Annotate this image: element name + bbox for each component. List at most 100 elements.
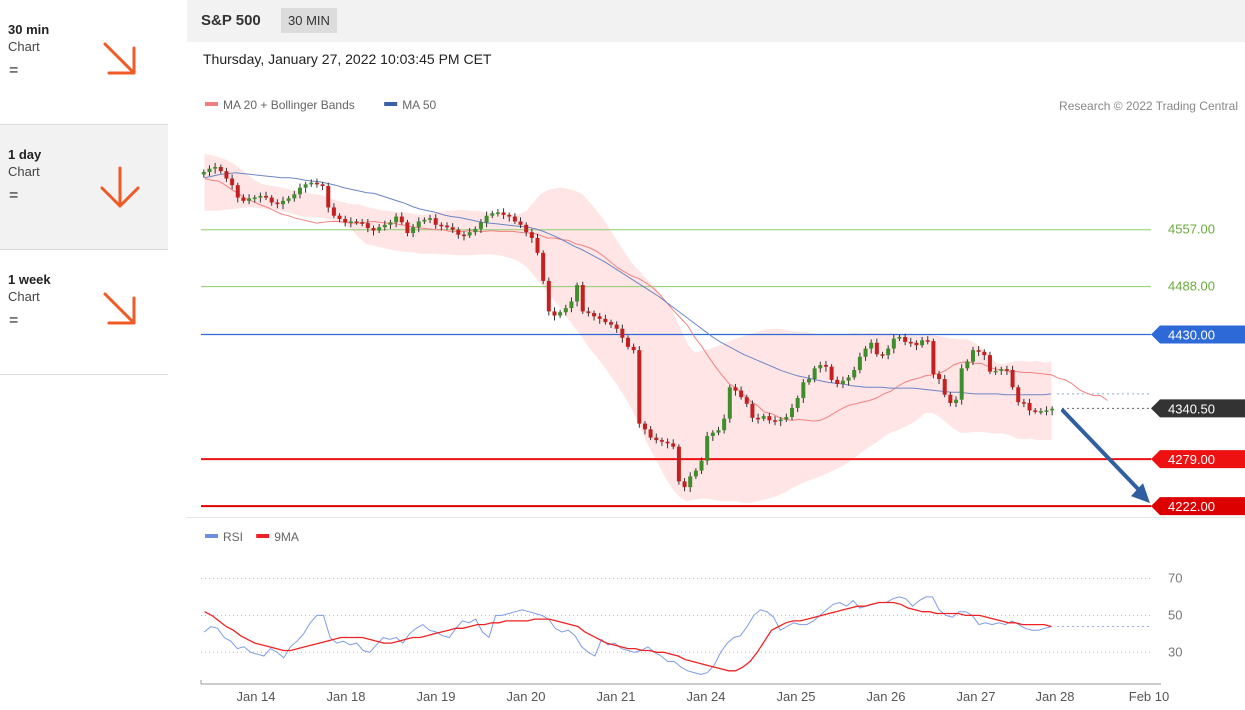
level-tag: 4222.00: [1151, 497, 1245, 516]
level-tag: 4430.00: [1151, 325, 1245, 344]
candle-body: [422, 219, 427, 222]
candle-body: [563, 308, 568, 313]
candle-body: [484, 215, 489, 223]
candle-body: [937, 374, 942, 380]
candle-body: [722, 418, 727, 431]
timeframe-equal-sign: =: [9, 312, 19, 329]
candle-body: [382, 224, 387, 228]
x-tick-label: Jan 20: [506, 689, 545, 704]
x-tick-label: Jan 21: [596, 689, 635, 704]
level-label: 4557.00: [1168, 222, 1215, 237]
chart-datetime: Thursday, January 27, 2022 10:03:45 PM C…: [203, 51, 492, 67]
candle-body: [331, 207, 336, 216]
candle-body: [790, 407, 795, 417]
candle-body: [931, 341, 936, 375]
candle-body: [1004, 369, 1009, 371]
candle-body: [433, 218, 438, 225]
arrow-down-icon: [100, 166, 140, 208]
ma50-line: [204, 172, 1052, 396]
timeframe-equal-sign: =: [9, 62, 19, 79]
rsi-tick-label: 70: [1168, 570, 1182, 585]
candle-body: [693, 470, 698, 477]
candle-body: [812, 368, 817, 380]
rsi-ma9-line: [204, 601, 1052, 672]
candle-body: [518, 221, 523, 225]
candle-body: [688, 476, 693, 488]
timeframe-sidebar: 30 min Chart = 1 day Chart = 1 week Char…: [0, 0, 168, 376]
x-tick-label: Jan 27: [956, 689, 995, 704]
candle-body: [665, 441, 670, 444]
candle-body: [495, 212, 500, 214]
candle-body: [207, 168, 212, 172]
candle-body: [959, 368, 964, 400]
symbol-title: S&P 500: [201, 12, 261, 29]
candle-body: [920, 340, 925, 346]
candle-body: [914, 342, 919, 346]
candle-body: [337, 215, 342, 219]
candle-body: [377, 227, 382, 231]
timeframe-chart-link[interactable]: Chart: [8, 289, 40, 304]
level-tag-bg: [1151, 497, 1245, 516]
candle-body: [365, 223, 370, 229]
candle-body: [247, 198, 252, 201]
timeframe-label: 30 min: [8, 22, 50, 37]
candle-body: [756, 417, 761, 420]
candle-body: [405, 222, 410, 234]
candle-body: [773, 420, 778, 422]
rsi-tick-label: 50: [1168, 607, 1182, 622]
candle-body: [1027, 402, 1032, 411]
candle-body: [297, 187, 302, 195]
candle-body: [394, 216, 399, 223]
candle-body: [869, 342, 874, 349]
candle-body: [727, 387, 732, 419]
timeframe-equal-sign: =: [9, 187, 19, 204]
legend-swatch: [384, 102, 398, 106]
level-label: 4340.50: [1168, 401, 1215, 416]
candle-body: [416, 221, 421, 228]
level-tag-bg: [1151, 399, 1245, 418]
legend-label: MA 50: [402, 98, 436, 112]
candle-body: [863, 348, 868, 357]
candle-body: [597, 316, 602, 319]
candle-body: [767, 416, 772, 421]
candle-body: [970, 350, 975, 362]
candle-body: [461, 234, 466, 237]
candle-body: [818, 365, 823, 369]
candle-body: [699, 460, 704, 471]
timeframe-chart-link[interactable]: Chart: [8, 164, 40, 179]
candle-body: [201, 171, 206, 175]
panel-separator: [187, 517, 1245, 518]
interval-button[interactable]: 30 MIN: [281, 8, 337, 33]
timeframe-label: 1 week: [8, 272, 51, 287]
bollinger-band: [204, 153, 1052, 503]
timeframe-chart-link[interactable]: Chart: [8, 39, 40, 54]
candle-body: [682, 481, 687, 488]
level-tag-bg: [1151, 325, 1245, 344]
candle-body: [648, 429, 653, 438]
candle-body: [897, 336, 902, 339]
candle-body: [626, 337, 630, 347]
timeframe-1day[interactable]: 1 day Chart =: [0, 125, 168, 250]
candle-body: [218, 167, 223, 172]
candle-body: [829, 366, 834, 380]
candle-body: [846, 377, 851, 381]
candle-body: [761, 416, 766, 419]
candle-body: [286, 198, 291, 201]
candle-body: [1010, 369, 1015, 388]
candle-body: [456, 229, 461, 235]
candle-body: [1038, 411, 1043, 413]
candle-body: [580, 285, 585, 312]
candle-body: [659, 440, 664, 442]
candle-body: [954, 399, 959, 403]
chart-svg[interactable]: MA 20 + Bollinger Bands MA 50 Research © 2…: [187, 0, 1245, 710]
x-tick-label: Jan 25: [776, 689, 815, 704]
candle-body: [512, 216, 517, 222]
candle-body: [705, 435, 710, 461]
candle-body: [965, 361, 970, 369]
candle-body: [535, 237, 540, 253]
timeframe-1week[interactable]: 1 week Chart =: [0, 250, 168, 375]
candle-body: [428, 218, 433, 220]
timeframe-30min[interactable]: 30 min Chart =: [0, 0, 168, 125]
x-tick-label: Jan 24: [686, 689, 725, 704]
candle-body: [1033, 410, 1038, 412]
